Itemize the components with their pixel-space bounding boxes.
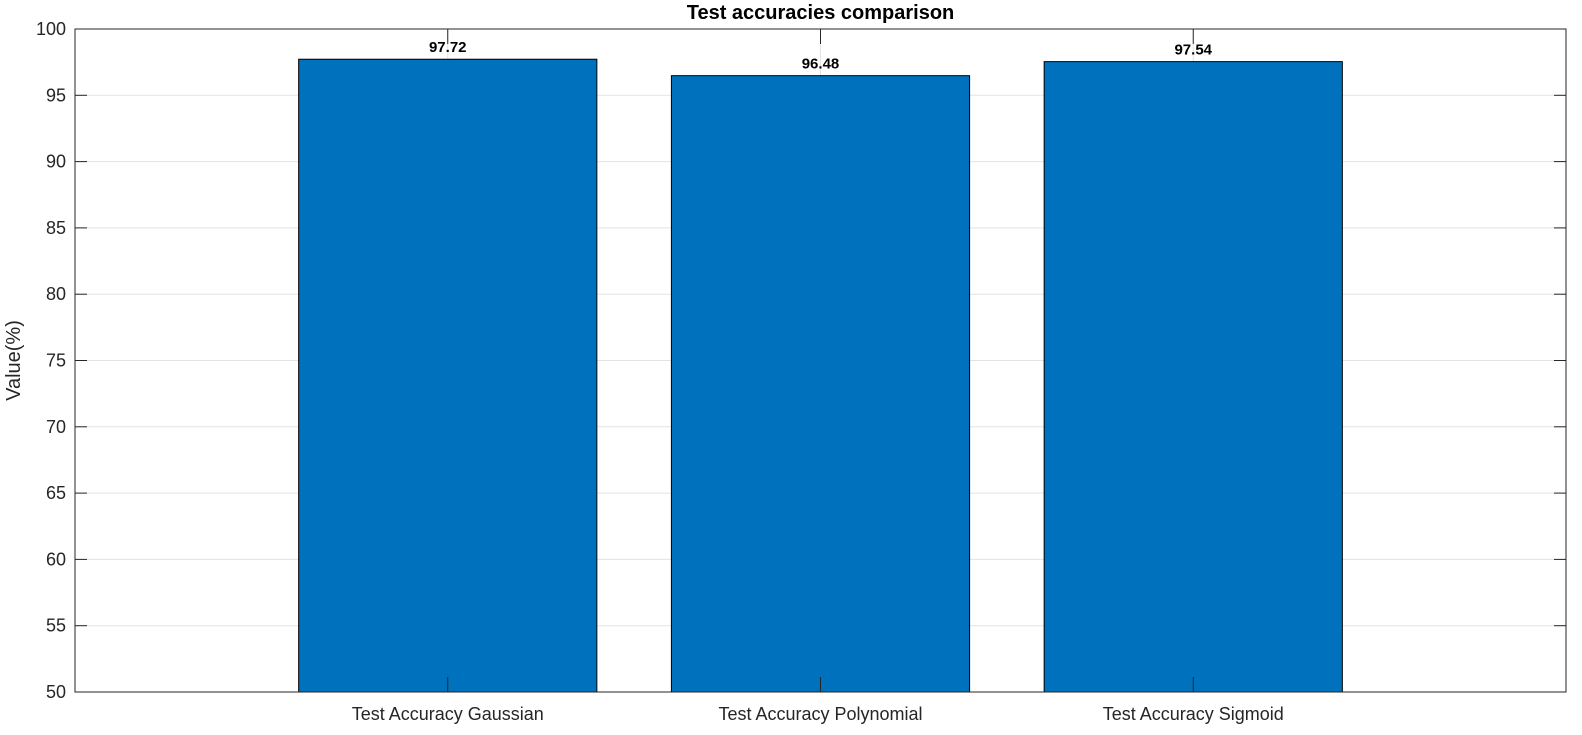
x-tick-label: Test Accuracy Polynomial — [718, 704, 922, 724]
chart-title: Test accuracies comparison — [687, 2, 955, 24]
y-tick-label: 55 — [46, 616, 66, 636]
x-tick-label: Test Accuracy Sigmoid — [1103, 704, 1284, 724]
y-tick-label: 80 — [46, 284, 66, 304]
bar — [1043, 61, 1343, 693]
y-tick-label: 90 — [46, 152, 66, 172]
axis-ticks — [75, 28, 1566, 693]
y-tick-label: 65 — [46, 483, 66, 503]
x-tick-labels: Test Accuracy Gaussian Test Accuracy Poly… — [352, 704, 1284, 724]
bar-data-label: 97.54 — [1174, 42, 1212, 59]
bar-data-label: 97.72 — [429, 39, 467, 56]
bar — [670, 75, 971, 693]
y-tick-label: 85 — [46, 218, 66, 238]
y-tick-label: 95 — [46, 85, 66, 105]
data-labels: 97.72 96.48 97.54 — [429, 39, 1213, 72]
y-tick-label: 60 — [46, 549, 66, 569]
bar-data-label: 96.48 — [802, 56, 840, 73]
y-tick-labels: 50 55 60 65 70 75 80 85 90 95 100 — [36, 19, 66, 702]
y-tick-label: 75 — [46, 351, 66, 371]
x-tick-label: Test Accuracy Gaussian — [352, 704, 544, 724]
y-tick-label: 50 — [46, 682, 66, 702]
y-axis-label: Value(%) — [3, 320, 25, 401]
y-tick-label: 100 — [36, 19, 66, 39]
bars — [298, 58, 1343, 693]
bar — [298, 58, 598, 693]
y-tick-label: 70 — [46, 417, 66, 437]
